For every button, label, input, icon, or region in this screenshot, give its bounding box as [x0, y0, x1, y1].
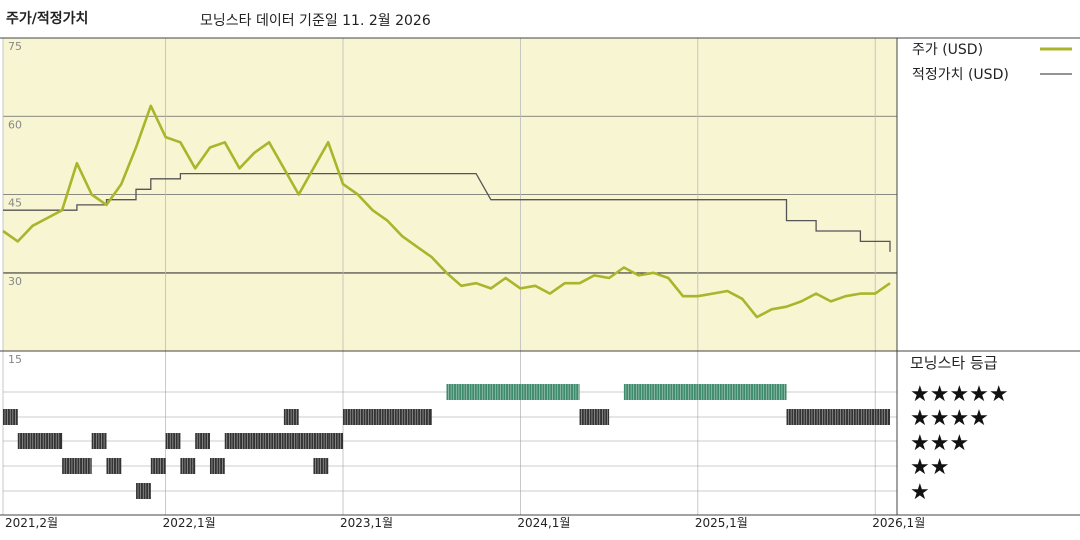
- rating-bar: [283, 409, 299, 425]
- y-tick-label: 30: [8, 275, 22, 288]
- rating-bar: [91, 433, 107, 449]
- rating-bar: [209, 458, 225, 474]
- chart-title: 주가/적정가치: [6, 11, 89, 27]
- legend-five-stars: ★★★★★: [910, 382, 1009, 407]
- legend-price-label: 주가 (USD): [912, 42, 983, 58]
- rating-bar: [17, 433, 63, 449]
- legend-fair-label: 적정가치 (USD): [912, 67, 1009, 83]
- rating-bar: [313, 458, 329, 474]
- rating-bar: [623, 384, 787, 400]
- legend-rating-title: 모닝스타 등급: [910, 354, 998, 372]
- x-tick-label: 2026,1월: [872, 516, 925, 530]
- rating-bar: [136, 483, 151, 499]
- y-tick-label: 15: [8, 353, 22, 366]
- x-tick-label: 2024,1월: [517, 516, 570, 530]
- legend-two-stars: ★★: [910, 455, 949, 480]
- rating-bar: [180, 458, 196, 474]
- rating-bar: [328, 433, 344, 449]
- rating-bar: [343, 409, 432, 425]
- rating-bar: [150, 458, 166, 474]
- rating-bar: [579, 409, 610, 425]
- legend-three-stars: ★★★: [910, 431, 969, 456]
- x-tick-labels: 2021,2월 2022,1월 2023,1월 2024,1월 2025,1월 2026,…: [5, 516, 925, 530]
- y-tick-labels: 75 60 45 30 15: [8, 40, 22, 366]
- y-tick-label: 60: [8, 118, 22, 131]
- rating-bar: [224, 433, 299, 449]
- x-tick-label: 2022,1월: [163, 516, 216, 530]
- y-tick-label: 45: [8, 197, 22, 210]
- rating-bar-fill: [343, 409, 432, 425]
- rating-bar: [786, 409, 890, 425]
- x-tick-label: 2021,2월: [5, 516, 58, 530]
- data-date-note: 모닝스타 데이터 기준일 11. 2월 2026: [200, 13, 431, 29]
- legend-one-star: ★: [910, 480, 930, 505]
- rating-bars: [3, 384, 890, 499]
- rating-bar: [3, 409, 18, 425]
- rating-bar: [165, 433, 181, 449]
- rating-bar: [106, 458, 122, 474]
- y-tick-label: 75: [8, 40, 22, 53]
- rating-bar-fill: [623, 384, 787, 400]
- rating-bar-fill: [17, 433, 63, 449]
- x-tick-label: 2025,1월: [695, 516, 748, 530]
- grid-lines: [2, 38, 897, 515]
- legend-four-stars: ★★★★: [910, 406, 989, 431]
- x-tick-label: 2023,1월: [340, 516, 393, 530]
- rating-bar: [195, 433, 210, 449]
- rating-bar: [62, 458, 92, 474]
- price-line: [2, 104, 891, 319]
- rating-bar: [446, 384, 580, 400]
- rating-bar-fill: [224, 433, 299, 449]
- rating-bar: [298, 433, 329, 449]
